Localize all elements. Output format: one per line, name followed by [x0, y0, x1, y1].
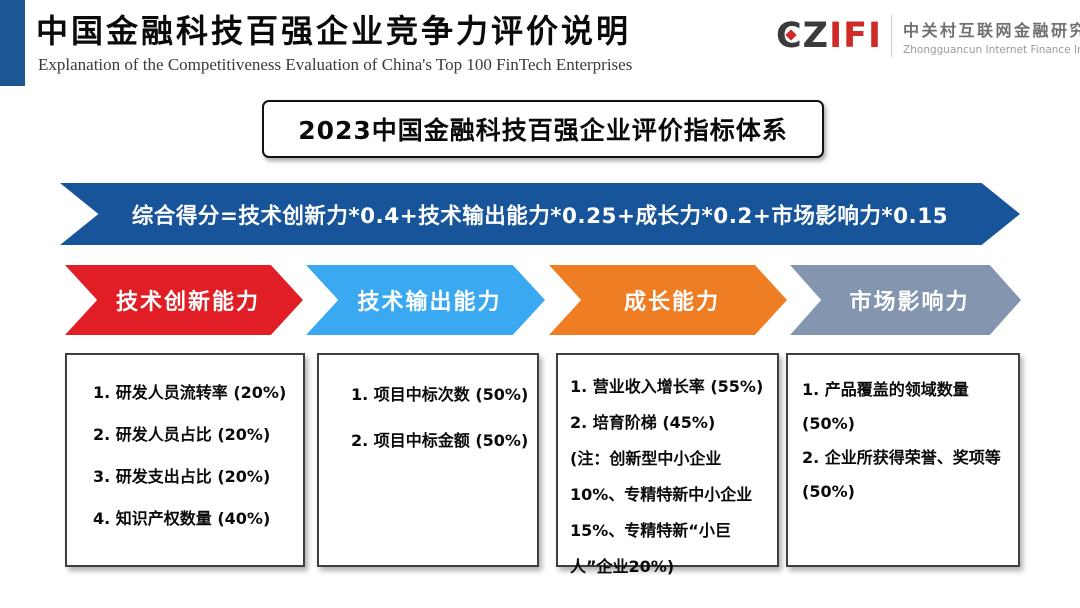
accent-bar — [0, 0, 25, 86]
composite-score-formula: 综合得分=技术创新力*0.4+技术输出能力*0.25+成长力*0.2+市场影响力… — [131, 203, 949, 229]
indicator-item: 1. 项目中标次数 (50%) — [351, 385, 529, 404]
indicator-box-tech-innovation: 1. 研发人员流转率 (20%) 2. 研发人员占比 (20%) 3. 研发支出… — [65, 353, 305, 567]
indicator-box-tech-output: 1. 项目中标次数 (50%) 2. 项目中标金额 (50%) — [317, 353, 539, 567]
logo-org-name-cn: 中关村互联网金融研究院 — [903, 20, 1080, 40]
dimension-arrow-market-influence: 市场影响力 — [790, 265, 1021, 335]
dimension-label: 技术输出能力 — [357, 290, 502, 315]
indicator-system-title: 2023中国金融科技百强企业评价指标体系 — [298, 116, 788, 145]
organization-logo: CZIFI 中关村互联网金融研究院 Zhongguancun Internet … — [776, 14, 1080, 58]
indicator-item: 2. 研发人员占比 (20%) — [93, 425, 271, 444]
logo-divider — [891, 15, 893, 57]
indicator-item: 2. 项目中标金额 (50%) — [351, 431, 529, 450]
indicator-item: 3. 研发支出占比 (20%) — [93, 467, 271, 486]
indicator-box-market-influence: 1. 产品覆盖的领域数量 (50%) 2. 企业所获得荣誉、奖项等 (50%) — [786, 353, 1020, 567]
logo-ifi-letters: IFI — [829, 16, 883, 56]
indicator-system-title-box: 2023中国金融科技百强企业评价指标体系 — [262, 100, 824, 158]
indicator-box-growth: 1. 营业收入增长率 (55%) 2. 培育阶梯 (45%) (注：创新型中小企… — [556, 353, 779, 576]
indicator-item: 2. 培育阶梯 (45%) — [570, 413, 716, 432]
logo-wordmark: CZIFI — [776, 14, 882, 58]
dimension-label: 技术创新能力 — [115, 290, 260, 315]
page-title: 中国金融科技百强企业竞争力评价说明 — [36, 12, 632, 50]
indicator-item: 4. 知识产权数量 (40%) — [93, 509, 271, 528]
logo-org-name-en: Zhongguancun Internet Finance Institute — [903, 43, 1080, 56]
indicator-item: 1. 营业收入增长率 (55%) — [570, 377, 764, 396]
indicator-item: 1. 产品覆盖的领域数量 (50%) — [802, 380, 969, 433]
logo-org-names: 中关村互联网金融研究院 Zhongguancun Internet Financ… — [903, 17, 1080, 56]
dimension-label: 市场影响力 — [849, 290, 970, 315]
logo-cz-letters: CZ — [776, 16, 830, 56]
dimension-label: 成长能力 — [623, 290, 720, 315]
indicator-note: (注：创新型中小企业10%、专精特新中小企业15%、专精特新“小巨人”企业20%… — [570, 449, 753, 576]
indicator-item: 1. 研发人员流转率 (20%) — [93, 383, 287, 402]
page-subtitle: Explanation of the Competitiveness Evalu… — [38, 55, 633, 74]
dimension-arrow-tech-innovation: 技术创新能力 — [65, 265, 303, 335]
dimension-arrow-growth: 成长能力 — [549, 265, 787, 335]
indicator-item: 2. 企业所获得荣誉、奖项等 (50%) — [802, 448, 1001, 501]
dimension-arrow-tech-output: 技术输出能力 — [306, 265, 545, 335]
formula-banner-arrow: 综合得分=技术创新力*0.4+技术输出能力*0.25+成长力*0.2+市场影响力… — [60, 183, 1020, 245]
